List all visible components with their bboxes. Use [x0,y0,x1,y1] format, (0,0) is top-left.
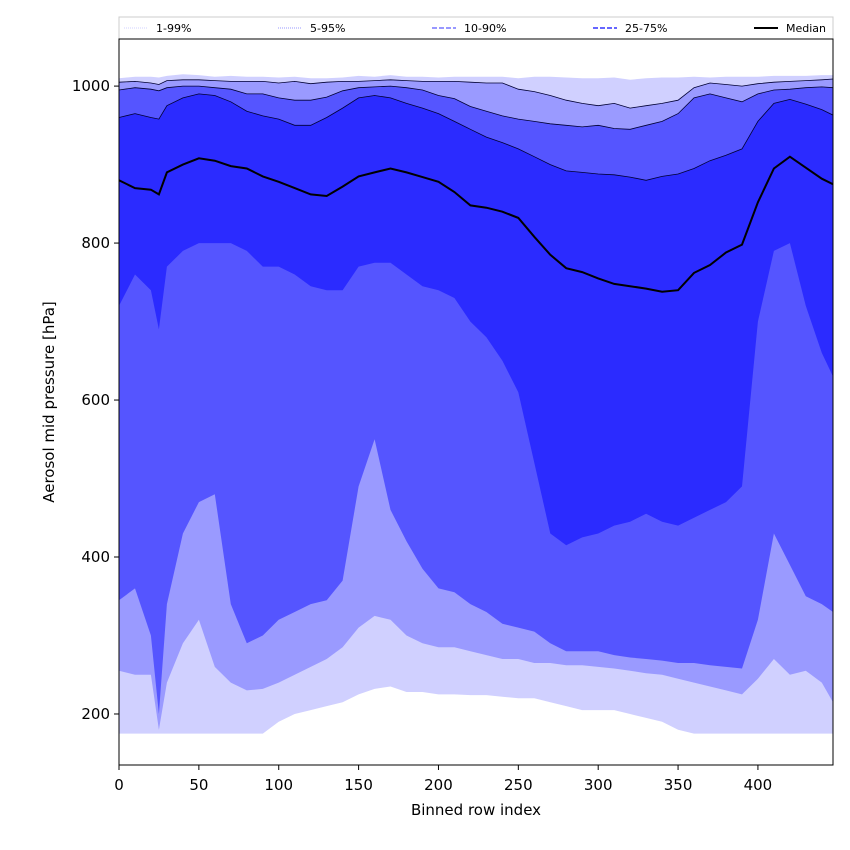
x-tick-label: 250 [504,776,533,794]
x-tick-label: 350 [664,776,693,794]
legend: 1-99% 5-95% 10-90% 25-75% Median [118,16,834,40]
y-tick-label: 400 [81,548,110,566]
legend-label: 10-90% [464,22,506,35]
band-25-75pct [119,93,833,546]
x-tick-label: 150 [344,776,373,794]
x-tick-label: 100 [264,776,293,794]
plot-area [119,74,833,734]
band-edge-5-95pct [119,78,833,109]
axes: 0 50 100 150 200 250 300 350 400 200 400 600 800 1000 [72,38,834,794]
legend-label: 25-75% [625,22,667,35]
plot-frame [118,38,834,766]
band-edge-25-75pct [119,93,833,181]
x-axis-label: Binned row index [411,801,541,819]
legend-label: Median [786,22,826,35]
legend-label: 1-99% [156,22,191,35]
y-axis-label: Aerosol mid pressure [hPa] [40,301,58,503]
x-tick-label: 300 [584,776,613,794]
y-tick-label: 200 [81,705,110,723]
band-edge-10-90pct [119,85,833,130]
y-tick-label: 800 [81,234,110,252]
x-tick-label: 400 [744,776,773,794]
x-tick-label: 200 [424,776,453,794]
median-line [119,155,833,293]
legend-label: 5-95% [310,22,345,35]
y-tick-label: 1000 [72,77,110,95]
x-tick-label: 50 [189,776,208,794]
x-tick-label: 0 [114,776,124,794]
y-tick-label: 600 [81,391,110,409]
